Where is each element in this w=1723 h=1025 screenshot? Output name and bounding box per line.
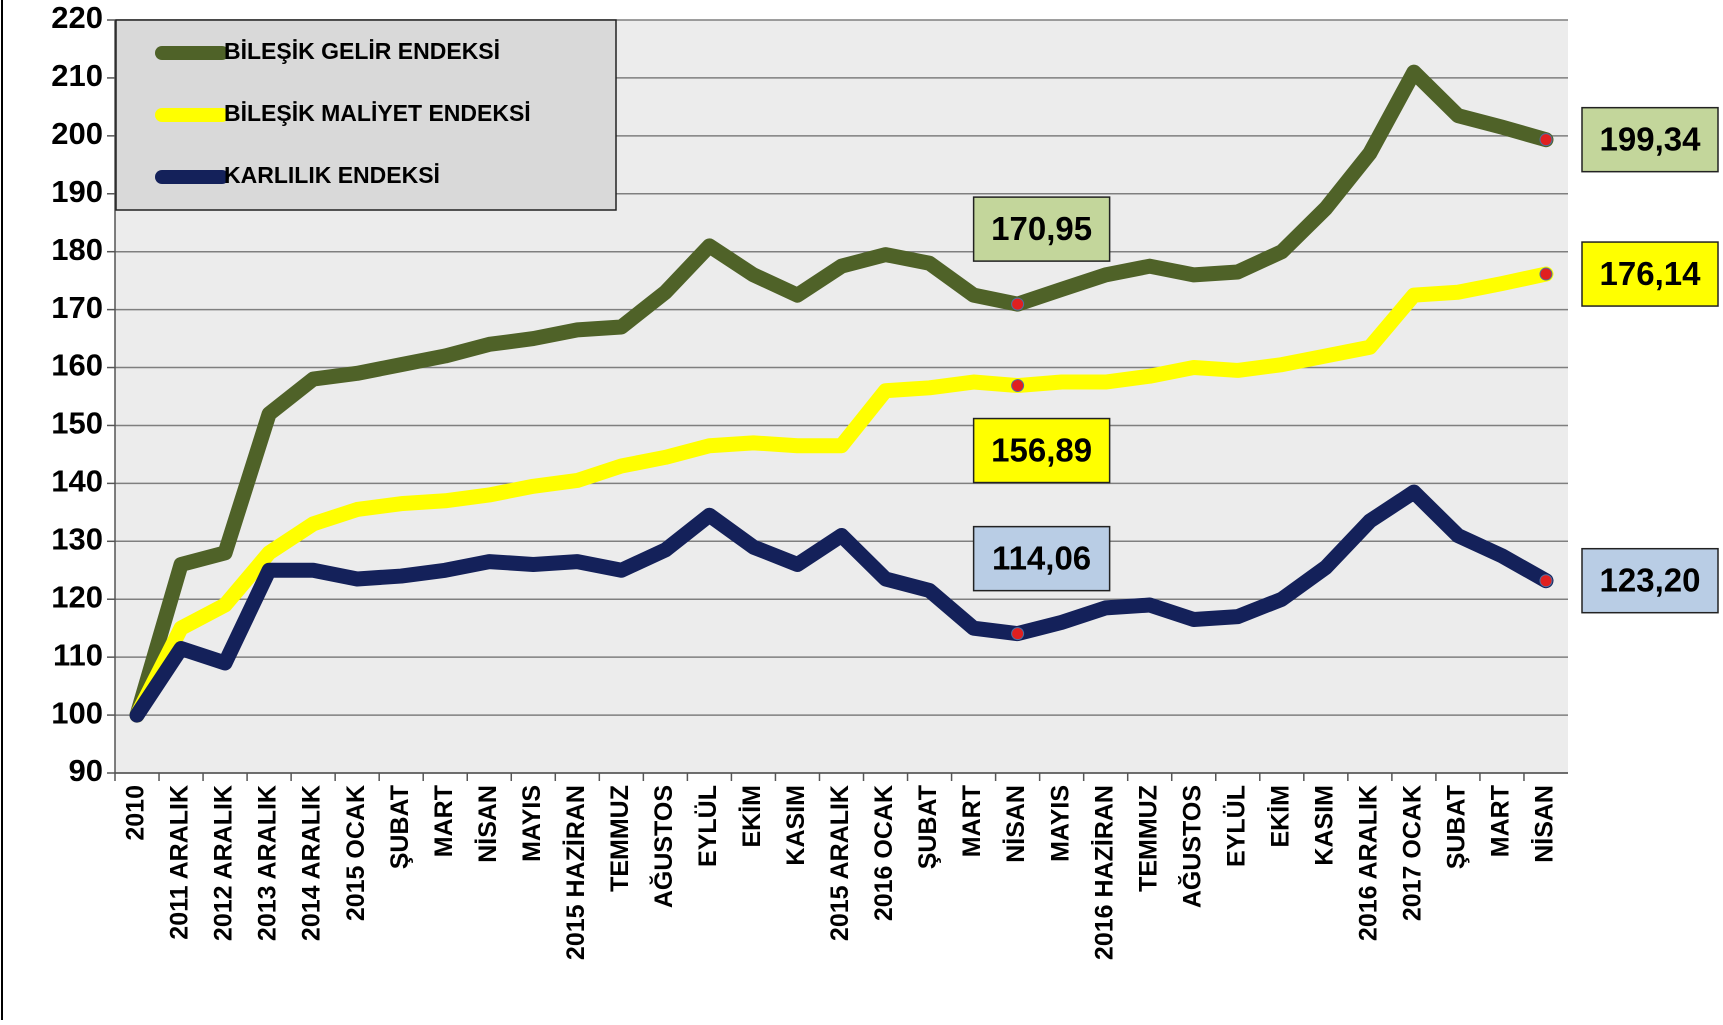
data-label: 123,20	[1600, 561, 1701, 598]
x-tick-label: NİSAN	[1531, 785, 1559, 863]
x-tick-label: 2011 ARALIK	[166, 785, 194, 940]
x-tick-label: 2017 OCAK	[1399, 785, 1427, 921]
y-tick-label: 160	[51, 348, 103, 383]
series-line	[129, 64, 1554, 723]
y-tick-label: 140	[51, 464, 103, 499]
x-tick-label: 2016 ARALIK	[1354, 785, 1382, 941]
point-marker	[1011, 297, 1025, 311]
x-tick-label: EKİM	[1266, 785, 1294, 848]
x-tick-label: AĞUSTOS	[649, 785, 678, 908]
x-tick-label: KASIM	[1310, 785, 1338, 866]
data-label: 170,95	[991, 210, 1092, 247]
point-marker	[1539, 267, 1553, 281]
y-tick-label: 190	[51, 174, 103, 209]
y-tick-label: 220	[51, 0, 103, 35]
x-tick-label: 2010	[122, 785, 150, 841]
x-tick-label: AĞUSTOS	[1177, 785, 1206, 908]
x-tick-label: ŞUBAT	[1443, 785, 1471, 869]
x-tick-label: MART	[958, 785, 986, 857]
data-label-box	[1581, 547, 1719, 614]
x-tick-label: 2015 OCAK	[342, 785, 370, 921]
legend-label: BİLEŞİK MALİYET ENDEKSİ	[224, 100, 531, 126]
x-tick-label: ŞUBAT	[914, 785, 942, 869]
x-tick-label: MAYIS	[518, 785, 546, 862]
y-tick-label: 120	[51, 579, 103, 614]
data-label: 199,34	[1600, 120, 1702, 157]
y-tick-label: 150	[51, 406, 103, 441]
x-tick-label: TEMMUZ	[1134, 785, 1162, 892]
point-marker	[1011, 627, 1025, 641]
series-line	[129, 484, 1554, 723]
point-marker	[1539, 133, 1553, 147]
data-label-box	[1581, 106, 1719, 173]
data-label-box	[972, 196, 1111, 262]
x-tick-label: 2014 ARALIK	[298, 785, 326, 941]
y-tick-label: 170	[51, 290, 103, 325]
x-tick-label: 2015 HAZİRAN	[562, 785, 590, 960]
data-label-box	[972, 525, 1111, 592]
point-marker	[1011, 379, 1025, 393]
x-tick-label: 2016 OCAK	[870, 785, 898, 921]
y-tick-label: 180	[51, 232, 103, 267]
data-label-box	[972, 417, 1111, 484]
data-label: 176,14	[1600, 255, 1702, 292]
x-tick-label: EKİM	[738, 785, 766, 848]
x-tick-label: 2012 ARALIK	[210, 785, 238, 941]
y-tick-label: 200	[51, 116, 103, 151]
x-tick-label: NİSAN	[1002, 785, 1030, 863]
series-line	[129, 266, 1554, 723]
x-tick-label: MAYIS	[1046, 785, 1074, 862]
x-tick-label: MART	[1487, 785, 1515, 857]
x-tick-label: TEMMUZ	[606, 785, 634, 892]
y-tick-label: 210	[51, 58, 103, 93]
data-label: 156,89	[991, 431, 1092, 468]
x-tick-label: ŞUBAT	[386, 785, 414, 869]
y-tick-label: 90	[69, 753, 103, 788]
x-tick-label: EYLÜL	[1221, 785, 1250, 867]
x-tick-label: 2016 HAZİRAN	[1090, 785, 1118, 960]
legend-label: BİLEŞİK GELİR ENDEKSİ	[224, 38, 500, 64]
point-marker	[1539, 574, 1553, 588]
x-tick-label: 2015 ARALIK	[826, 785, 854, 941]
x-tick-label: KASIM	[782, 785, 810, 866]
data-label: 114,06	[992, 539, 1091, 576]
x-tick-label: MART	[430, 785, 458, 857]
legend-label: KARLILIK ENDEKSİ	[224, 162, 440, 188]
x-tick-label: 2013 ARALIK	[254, 785, 282, 941]
y-tick-label: 130	[51, 521, 103, 556]
y-tick-label: 100	[51, 695, 103, 730]
data-label-box	[1581, 241, 1719, 307]
y-tick-label: 110	[53, 637, 103, 672]
x-tick-label: NİSAN	[474, 785, 502, 863]
x-tick-label: EYLÜL	[693, 785, 722, 867]
